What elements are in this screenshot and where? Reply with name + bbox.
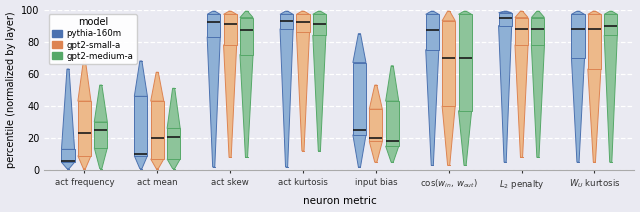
Polygon shape [353, 135, 366, 167]
Polygon shape [604, 11, 618, 14]
FancyBboxPatch shape [572, 14, 584, 58]
Polygon shape [369, 141, 382, 162]
Polygon shape [515, 11, 528, 18]
Polygon shape [167, 88, 180, 128]
FancyBboxPatch shape [134, 96, 147, 156]
Polygon shape [150, 72, 164, 101]
FancyBboxPatch shape [150, 101, 164, 159]
Polygon shape [61, 162, 75, 169]
FancyBboxPatch shape [94, 122, 108, 148]
Polygon shape [296, 11, 310, 14]
FancyBboxPatch shape [458, 14, 472, 111]
Polygon shape [61, 69, 75, 149]
Polygon shape [134, 61, 147, 96]
X-axis label: neuron metric: neuron metric [303, 197, 376, 206]
FancyBboxPatch shape [531, 18, 545, 45]
Polygon shape [150, 159, 164, 169]
Polygon shape [458, 111, 472, 165]
Polygon shape [223, 45, 237, 157]
Polygon shape [588, 11, 601, 14]
FancyBboxPatch shape [369, 109, 382, 141]
FancyBboxPatch shape [386, 101, 399, 146]
FancyBboxPatch shape [499, 13, 512, 26]
FancyBboxPatch shape [167, 128, 180, 159]
Polygon shape [207, 11, 220, 14]
Polygon shape [426, 11, 439, 14]
Y-axis label: percentile (normalized by layer): percentile (normalized by layer) [6, 12, 15, 168]
FancyBboxPatch shape [353, 63, 366, 135]
Polygon shape [369, 85, 382, 109]
Polygon shape [94, 148, 108, 169]
Polygon shape [240, 11, 253, 18]
Polygon shape [515, 45, 528, 157]
FancyBboxPatch shape [426, 14, 439, 50]
Polygon shape [280, 11, 293, 14]
Polygon shape [572, 11, 584, 14]
Polygon shape [386, 66, 399, 101]
Polygon shape [604, 35, 618, 162]
Polygon shape [313, 11, 326, 14]
Polygon shape [280, 29, 293, 167]
Polygon shape [426, 50, 439, 165]
Polygon shape [78, 61, 91, 101]
FancyBboxPatch shape [442, 21, 455, 106]
Polygon shape [442, 11, 455, 21]
Polygon shape [386, 146, 399, 162]
FancyBboxPatch shape [240, 18, 253, 54]
FancyBboxPatch shape [78, 101, 91, 156]
FancyBboxPatch shape [588, 14, 601, 69]
Polygon shape [94, 85, 108, 122]
Polygon shape [442, 106, 455, 165]
Polygon shape [458, 11, 472, 14]
Polygon shape [499, 26, 512, 162]
Polygon shape [499, 11, 512, 13]
Polygon shape [223, 11, 237, 14]
Legend: pythia-160m, gpt2-small-a, gpt2-medium-a: pythia-160m, gpt2-small-a, gpt2-medium-a [49, 14, 137, 64]
FancyBboxPatch shape [313, 14, 326, 35]
Polygon shape [207, 37, 220, 167]
FancyBboxPatch shape [223, 14, 237, 45]
FancyBboxPatch shape [61, 149, 75, 162]
Polygon shape [353, 34, 366, 63]
FancyBboxPatch shape [296, 14, 310, 32]
Polygon shape [588, 69, 601, 162]
FancyBboxPatch shape [207, 14, 220, 37]
Polygon shape [531, 45, 545, 157]
Polygon shape [296, 32, 310, 151]
Polygon shape [531, 11, 545, 18]
FancyBboxPatch shape [604, 14, 618, 35]
Polygon shape [134, 156, 147, 169]
Polygon shape [78, 156, 91, 169]
FancyBboxPatch shape [515, 18, 528, 45]
FancyBboxPatch shape [280, 14, 293, 29]
Polygon shape [167, 159, 180, 169]
Polygon shape [572, 58, 584, 162]
Polygon shape [313, 35, 326, 151]
Polygon shape [240, 54, 253, 157]
